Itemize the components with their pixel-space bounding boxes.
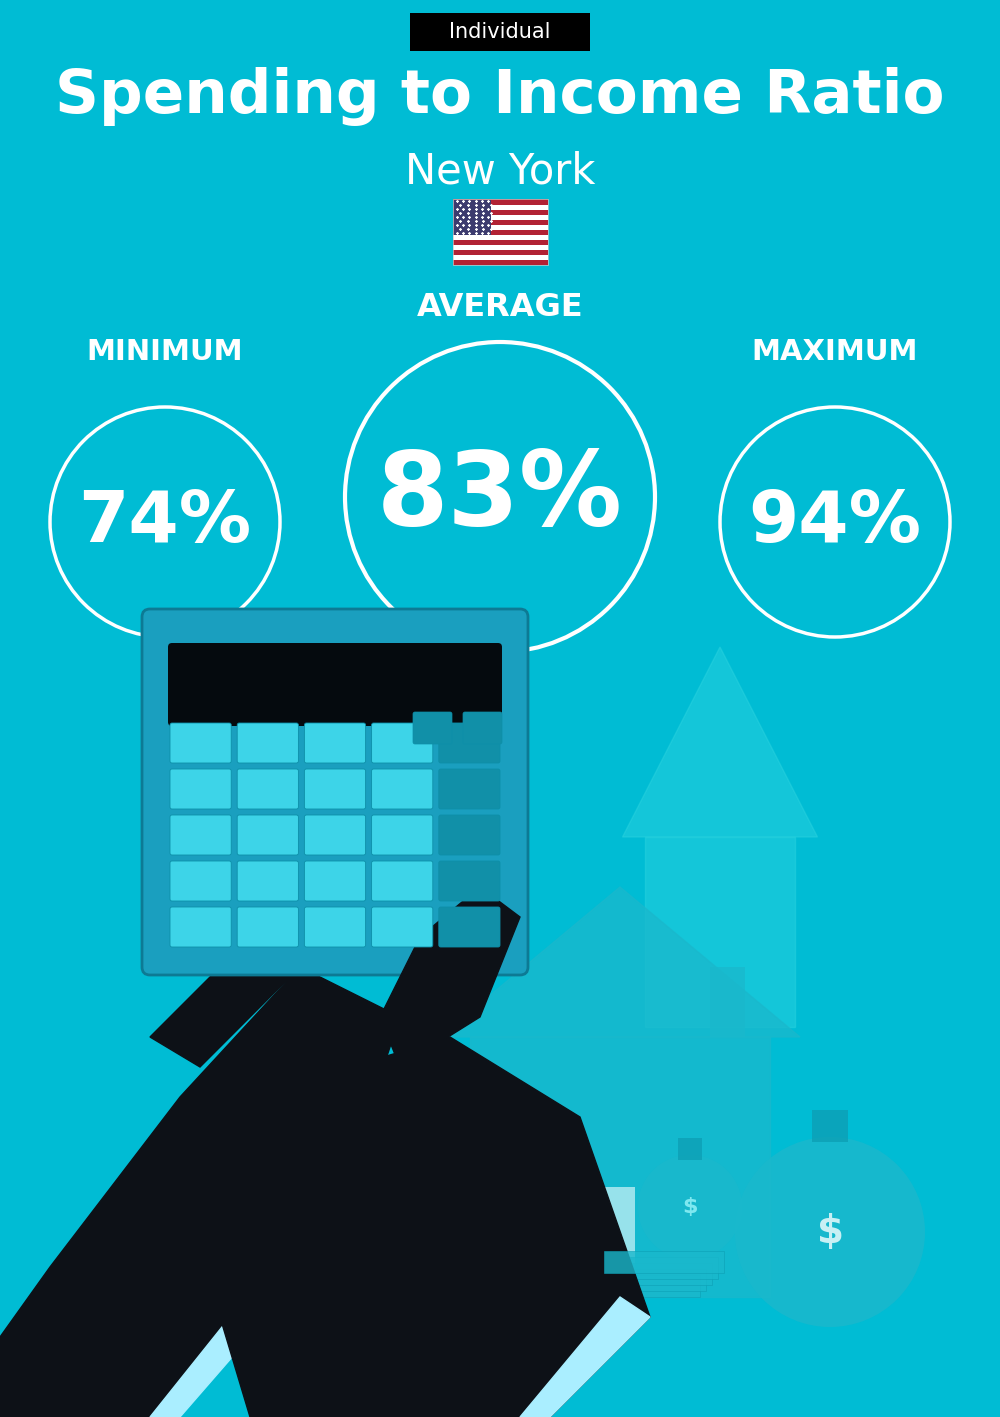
Polygon shape [470,1037,770,1297]
Polygon shape [440,887,800,1037]
FancyBboxPatch shape [439,862,500,901]
Bar [453,204,548,210]
Bar [586,1270,706,1291]
Text: AVERAGE: AVERAGE [417,292,583,323]
FancyBboxPatch shape [304,723,366,762]
FancyBboxPatch shape [439,723,500,762]
FancyBboxPatch shape [237,907,298,947]
FancyBboxPatch shape [413,711,452,744]
Polygon shape [150,828,480,1067]
Polygon shape [240,767,360,907]
FancyBboxPatch shape [170,862,231,901]
Text: $: $ [817,1213,844,1251]
FancyBboxPatch shape [463,711,502,744]
Text: $: $ [682,1197,698,1217]
Polygon shape [645,837,795,1027]
Circle shape [735,1136,925,1326]
Text: 94%: 94% [748,487,922,557]
FancyBboxPatch shape [170,723,231,762]
FancyBboxPatch shape [439,907,500,947]
Polygon shape [222,626,378,767]
FancyBboxPatch shape [372,862,433,901]
Bar [453,234,548,239]
FancyBboxPatch shape [372,815,433,854]
Polygon shape [150,1168,380,1417]
FancyBboxPatch shape [237,769,298,809]
FancyBboxPatch shape [372,769,433,809]
Bar [453,255,548,259]
Polygon shape [0,966,400,1417]
Bar [453,259,548,265]
FancyBboxPatch shape [410,13,590,51]
Text: 74%: 74% [78,487,252,557]
FancyBboxPatch shape [439,769,500,809]
Polygon shape [220,1037,650,1417]
Bar [812,1110,848,1142]
Bar [453,230,548,234]
Text: Spending to Income Ratio: Spending to Income Ratio [55,68,945,126]
Bar [453,245,548,249]
Bar [453,220,548,224]
Bar [598,1257,718,1280]
FancyBboxPatch shape [170,815,231,854]
Bar [453,200,548,265]
Bar [604,1251,724,1272]
Bar [453,224,548,230]
Bar [592,1263,712,1285]
FancyBboxPatch shape [170,907,231,947]
Text: Individual: Individual [449,23,551,43]
Bar [453,200,548,204]
Text: 83%: 83% [377,446,623,547]
Bar [710,966,745,1037]
Bar [678,1138,702,1161]
Bar [453,249,548,255]
Text: MAXIMUM: MAXIMUM [752,339,918,366]
FancyBboxPatch shape [237,723,298,762]
Polygon shape [622,648,818,837]
FancyBboxPatch shape [170,769,231,809]
FancyBboxPatch shape [304,862,366,901]
Circle shape [638,1155,742,1258]
Polygon shape [380,887,520,1067]
Bar [580,1275,700,1297]
FancyBboxPatch shape [304,815,366,854]
FancyBboxPatch shape [304,769,366,809]
FancyBboxPatch shape [237,815,298,854]
FancyBboxPatch shape [142,609,528,975]
Text: New York: New York [405,152,595,193]
Bar [453,210,548,214]
Bar [453,239,548,245]
Polygon shape [520,1297,650,1417]
FancyBboxPatch shape [372,723,433,762]
Bar [453,214,548,220]
FancyBboxPatch shape [304,907,366,947]
Bar [570,1187,635,1297]
FancyBboxPatch shape [237,862,298,901]
FancyBboxPatch shape [439,815,500,854]
FancyBboxPatch shape [168,643,502,726]
Text: MINIMUM: MINIMUM [87,339,243,366]
FancyBboxPatch shape [372,907,433,947]
Bar [453,200,491,234]
